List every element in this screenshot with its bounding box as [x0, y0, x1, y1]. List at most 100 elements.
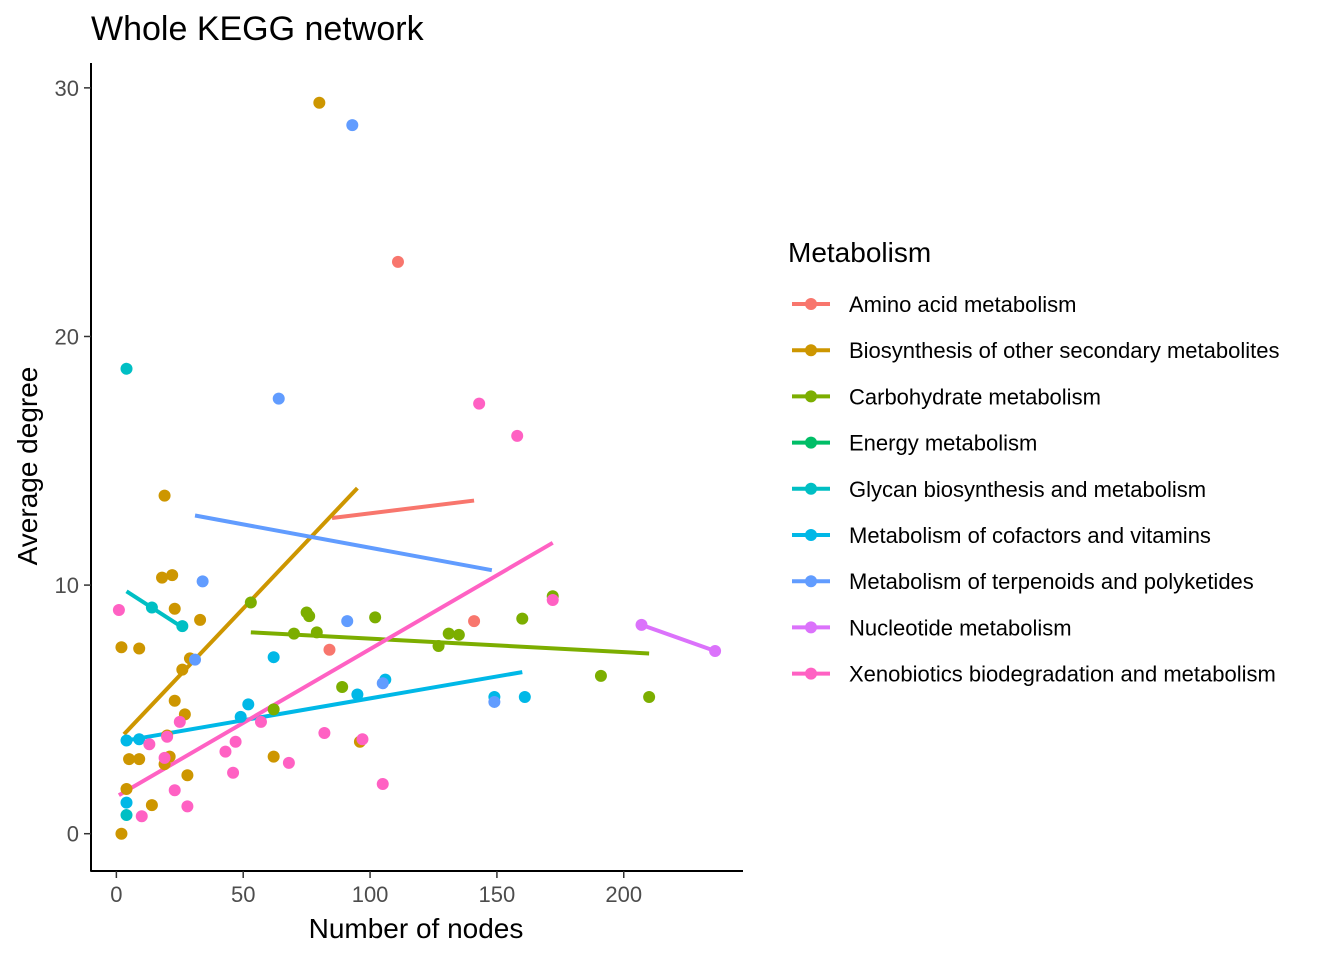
legend-item: Carbohydrate metabolism [792, 384, 1101, 409]
legend-title: Metabolism [788, 237, 931, 268]
data-point [145, 601, 158, 614]
legend-key-point [805, 575, 817, 588]
data-point [442, 627, 455, 640]
data-point [391, 255, 404, 268]
data-point [133, 753, 146, 766]
data-point [181, 769, 194, 782]
data-point [488, 695, 501, 708]
data-point [168, 694, 181, 707]
data-point [112, 603, 125, 616]
data-point [376, 677, 389, 690]
data-point [346, 119, 359, 132]
data-point [168, 602, 181, 615]
legend: Metabolism Amino acid metabolism Biosynth… [788, 237, 1279, 687]
data-point [318, 727, 331, 740]
data-point [594, 669, 607, 682]
legend-label: Glycan biosynthesis and metabolism [849, 477, 1206, 502]
data-point [227, 766, 240, 779]
data-point [123, 753, 136, 766]
data-point [336, 681, 349, 694]
data-point [158, 489, 171, 502]
legend-item: Metabolism of terpenoids and polyketides [792, 569, 1254, 594]
legend-key-point [805, 667, 817, 680]
data-point [176, 620, 189, 633]
y-tick-label: 10 [55, 573, 79, 598]
legend-key-point [805, 298, 817, 310]
y-tick-label: 20 [55, 324, 79, 349]
data-point [643, 690, 656, 703]
legend-label: Energy metabolism [849, 431, 1037, 456]
legend-key-point [805, 436, 817, 449]
data-point [143, 738, 156, 751]
trend-line [122, 486, 359, 736]
data-point [145, 799, 158, 812]
trend-line [194, 513, 493, 573]
data-point [115, 827, 128, 840]
legend-key-point [805, 482, 817, 495]
legend-key-point [805, 529, 817, 541]
y-tick-label: 30 [55, 76, 79, 101]
legend-label: Biosynthesis of other secondary metaboli… [849, 338, 1279, 363]
legend-label: Nucleotide metabolism [849, 615, 1072, 640]
data-point [120, 734, 133, 747]
data-point [133, 642, 146, 655]
legend-label: Metabolism of terpenoids and polyketides [849, 569, 1254, 594]
data-point [468, 615, 481, 628]
data-point [115, 641, 128, 654]
legend-key-point [805, 621, 817, 634]
data-point [341, 615, 354, 628]
data-point [452, 628, 465, 641]
legend-item: Energy metabolism [792, 431, 1037, 456]
data-point [303, 610, 316, 623]
legend-item: Xenobiotics biodegradation and metabolis… [792, 662, 1276, 687]
legend-items: Amino acid metabolism Biosynthesis of oth… [792, 292, 1279, 687]
data-point [176, 663, 189, 676]
data-point [120, 782, 133, 795]
legend-key-point [805, 344, 817, 357]
x-axis-label: Number of nodes [309, 913, 524, 944]
data-point [194, 613, 207, 626]
plot-area [112, 96, 722, 840]
data-point [267, 651, 280, 664]
data-point [242, 698, 255, 711]
legend-label: Xenobiotics biodegradation and metabolis… [849, 662, 1276, 687]
data-point [161, 730, 174, 743]
data-point [369, 611, 382, 624]
legend-label: Amino acid metabolism [849, 292, 1076, 317]
data-point [267, 703, 280, 716]
data-point [219, 745, 232, 758]
data-point [287, 627, 300, 640]
legend-item: Metabolism of cofactors and vitamins [792, 523, 1211, 548]
data-point [376, 777, 389, 790]
data-point [120, 796, 133, 809]
legend-key-point [805, 390, 817, 403]
data-point [518, 690, 531, 703]
axes: 0 50 100 150 200 0 10 20 30 [55, 63, 743, 907]
data-point [229, 735, 242, 748]
data-point [709, 644, 722, 657]
data-point [323, 643, 336, 656]
data-point [234, 710, 247, 723]
data-point [254, 715, 267, 728]
data-point [546, 594, 559, 607]
data-point [267, 750, 280, 763]
data-point [168, 784, 181, 797]
data-point [516, 612, 529, 625]
data-point [473, 397, 486, 410]
trend-line [640, 622, 716, 653]
x-tick-label: 100 [352, 882, 389, 907]
data-point [313, 96, 326, 109]
data-point [432, 640, 445, 653]
trend-line [331, 498, 475, 520]
x-tick-label: 200 [605, 882, 642, 907]
data-point [196, 575, 209, 588]
data-point [120, 362, 133, 375]
x-tick-label: 150 [479, 882, 516, 907]
data-point [135, 810, 148, 823]
data-point [356, 733, 369, 746]
data-point [166, 569, 179, 582]
data-point [181, 800, 194, 813]
x-tick-label: 0 [110, 882, 122, 907]
data-point [310, 626, 323, 639]
legend-label: Metabolism of cofactors and vitamins [849, 523, 1211, 548]
